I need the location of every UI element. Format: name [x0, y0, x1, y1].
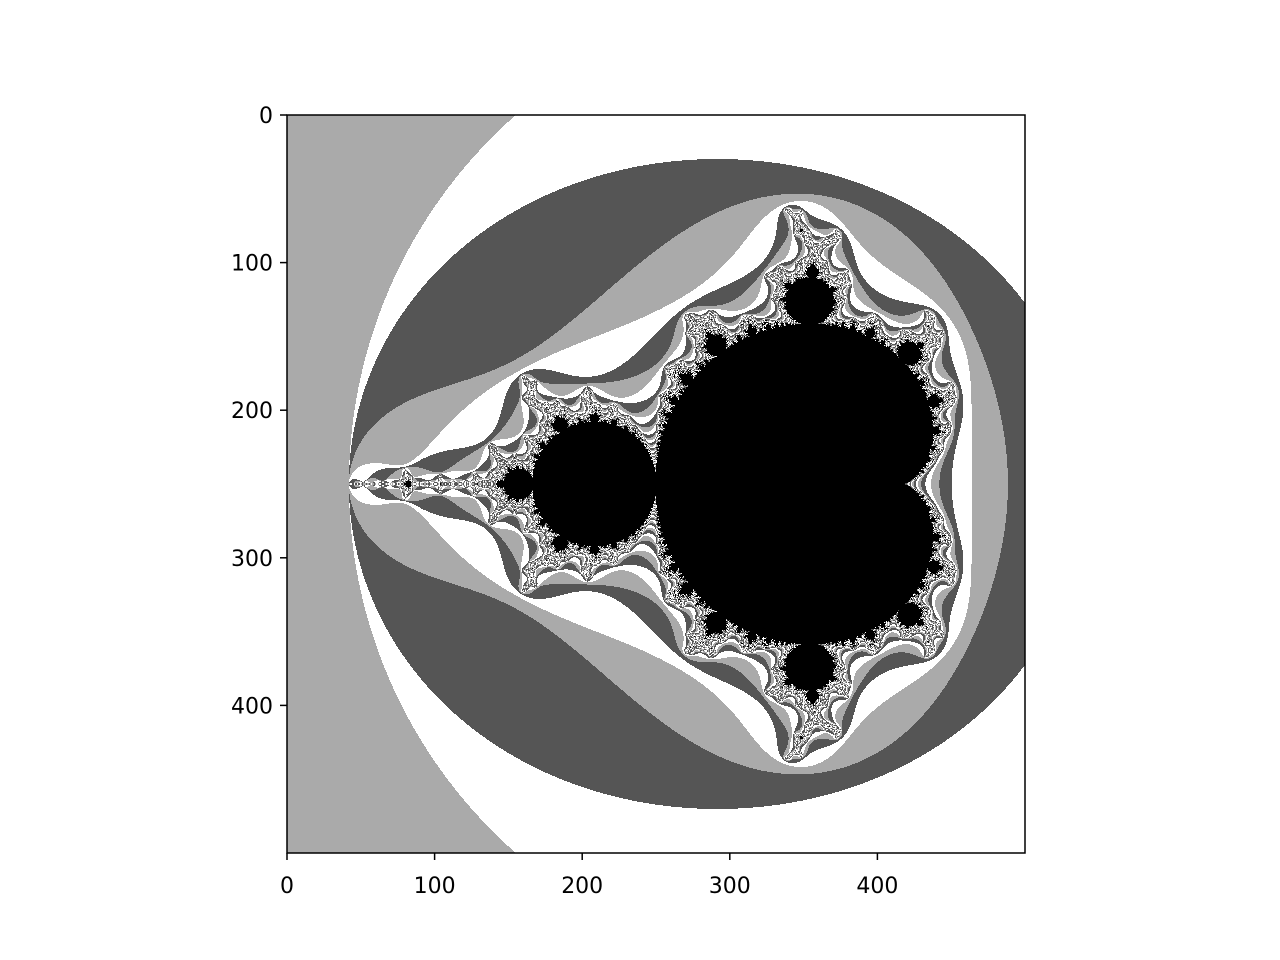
heatmap-image [287, 115, 1025, 853]
x-axis: 0 100 200 300 400 [280, 853, 898, 899]
y-tick-label: 100 [231, 252, 273, 277]
x-tick-label: 100 [414, 874, 456, 899]
heatmap-image-frame [287, 115, 1025, 853]
x-tick-label: 400 [856, 874, 898, 899]
x-tick-label: 0 [280, 874, 294, 899]
x-tick-label: 200 [561, 874, 603, 899]
axes-frame [286, 114, 1026, 854]
y-tick-label: 300 [231, 547, 273, 572]
y-axis: 0 100 200 300 400 [231, 104, 287, 719]
x-tick-label: 300 [709, 874, 751, 899]
y-tick-label: 400 [231, 694, 273, 719]
plot-area [286, 114, 1026, 854]
y-tick-label: 0 [259, 104, 273, 129]
y-tick-label: 200 [231, 399, 273, 424]
